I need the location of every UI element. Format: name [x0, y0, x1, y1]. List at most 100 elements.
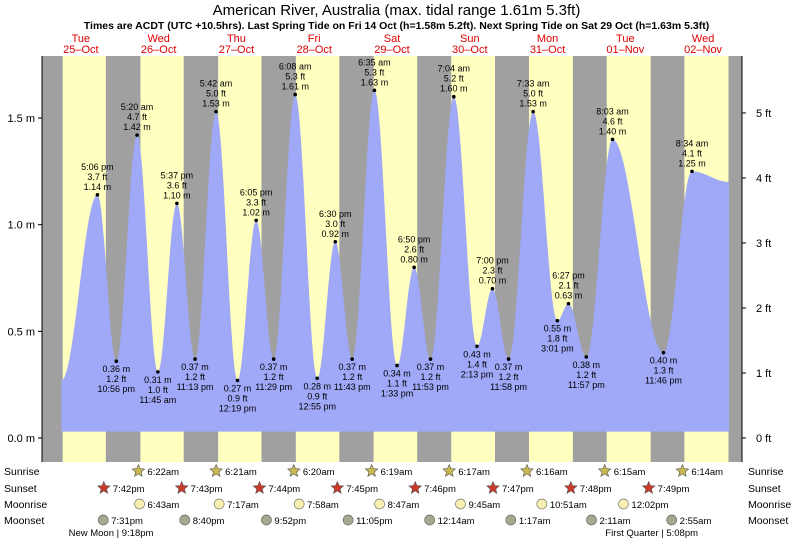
row-label-left: Moonrise [4, 499, 47, 511]
low-tide-feet: 1.2 ft [106, 374, 127, 384]
high-tide-point [293, 92, 297, 97]
high-tide-time: 6:35 am [358, 57, 391, 67]
low-tide-point [114, 359, 119, 364]
low-tide-metres: 0.36 m [103, 364, 131, 374]
sunset-time: 7:47pm [502, 484, 534, 495]
high-tide-time: 7:33 am [517, 79, 550, 89]
low-tide-feet: 1.2 ft [185, 372, 206, 382]
sunset-time: 7:43pm [191, 484, 223, 495]
high-tide-feet: 2.6 ft [404, 244, 425, 254]
low-tide-point [428, 357, 433, 361]
low-tide-feet: 1.1 ft [387, 378, 408, 388]
low-tide-time: 10:56 pm [98, 384, 136, 394]
day-name: Fri [308, 33, 321, 45]
day-name: Thu [227, 33, 246, 45]
high-tide-feet: 2.3 ft [482, 266, 503, 276]
high-tide-point [175, 201, 179, 206]
high-tide-metres: 1.60 m [440, 84, 468, 94]
sunset-icon [252, 480, 267, 494]
high-tide-point [254, 218, 258, 223]
high-tide-time: 5:42 am [200, 79, 233, 89]
high-tide-time: 7:00 pm [476, 256, 509, 266]
moonrise-icon [374, 498, 385, 510]
moonrise-time: 8:47am [388, 500, 420, 511]
day-name: Sun [460, 33, 480, 45]
sunrise-icon [442, 463, 457, 477]
row-label-right: Sunrise [748, 466, 784, 478]
sunset-icon [563, 480, 578, 494]
row-label-right: Moonrise [748, 499, 791, 511]
right-tick-label: 3 ft [756, 238, 771, 250]
moonset-icon [179, 514, 191, 526]
sunrise-icon [131, 463, 146, 477]
moonrise-time: 9:45am [468, 500, 500, 511]
high-tide-metres: 1.40 m [599, 126, 627, 136]
moonrise-icon [213, 498, 225, 510]
low-tide-metres: 0.28 m [303, 381, 331, 391]
low-tide-feet: 1.2 ft [420, 372, 441, 382]
day-name: Tue [72, 33, 91, 45]
sunrise-time: 6:16am [536, 467, 568, 478]
sunset-time: 7:49pm [658, 484, 690, 495]
sunset-icon [174, 480, 189, 494]
right-tick-label: 0 ft [756, 433, 771, 445]
high-tide-point [452, 94, 456, 99]
moonrise-icon [455, 498, 466, 510]
high-tide-feet: 5.0 ft [523, 89, 544, 99]
moonrise-icon [134, 498, 145, 510]
sunset-icon [408, 480, 423, 494]
sunrise-icon [364, 463, 379, 477]
moonset-icon [97, 514, 109, 526]
high-tide-point [333, 239, 338, 244]
low-tide-feet: 0.9 ft [307, 391, 328, 401]
moon-phase-label: First Quarter | 5:08pm [605, 528, 698, 539]
day-date: 26–Oct [141, 44, 176, 56]
row-label-left: Sunset [4, 483, 37, 495]
right-tick-label: 5 ft [756, 108, 771, 120]
low-tide-point [395, 363, 399, 368]
sunset-icon [641, 480, 656, 494]
row-label-right: Sunset [748, 483, 781, 495]
high-tide-time: 5:37 pm [161, 170, 194, 180]
low-tide-metres: 0.34 m [383, 368, 411, 378]
low-tide-feet: 1.2 ft [499, 372, 520, 382]
low-tide-time: 11:57 pm [568, 380, 605, 390]
high-tide-point [531, 109, 535, 114]
high-tide-time: 8:34 am [676, 138, 709, 148]
moonset-time: 9:52pm [274, 516, 306, 527]
sunset-time: 7:48pm [580, 484, 612, 495]
chart-title: American River, Australia (max. tidal ra… [212, 2, 581, 19]
row-label-left: Moonset [4, 515, 44, 527]
low-tide-point [193, 357, 197, 361]
high-tide-feet: 5.0 ft [206, 89, 227, 99]
low-tide-time: 12:19 pm [219, 403, 257, 413]
high-tide-time: 8:03 am [596, 106, 629, 116]
low-tide-time: 11:58 pm [490, 382, 527, 392]
chart-subtitle: Times are ACDT (UTC +10.5hrs). Last Spri… [83, 20, 710, 32]
low-tide-metres: 0.37 m [495, 362, 523, 372]
low-tide-metres: 0.37 m [181, 362, 209, 372]
low-tide-feet: 1.2 ft [576, 370, 597, 380]
low-tide-point [555, 318, 560, 323]
high-tide-time: 5:20 am [121, 102, 154, 112]
high-tide-metres: 1.63 m [361, 77, 389, 87]
high-tide-point [690, 169, 694, 174]
moonset-time: 1:17am [519, 516, 551, 527]
moonrise-time: 10:51am [550, 500, 587, 511]
night-band [732, 56, 742, 462]
high-tide-point [490, 286, 495, 291]
moonset-time: 8:40pm [193, 516, 225, 527]
sunset-icon [330, 480, 345, 494]
low-tide-metres: 0.37 m [260, 362, 288, 372]
day-name: Tue [616, 33, 635, 45]
sunrise-time: 6:22am [147, 467, 179, 478]
high-tide-time: 6:30 pm [319, 209, 352, 219]
right-tick-label: 1 ft [756, 368, 771, 380]
sunrise-time: 6:19am [381, 467, 413, 478]
sunrise-icon [675, 463, 690, 477]
right-tick-label: 2 ft [756, 303, 771, 315]
high-tide-point [214, 109, 218, 114]
high-tide-metres: 1.53 m [519, 99, 547, 109]
low-tide-feet: 1.8 ft [547, 334, 568, 344]
left-tick-label: 0.0 m [7, 433, 35, 445]
